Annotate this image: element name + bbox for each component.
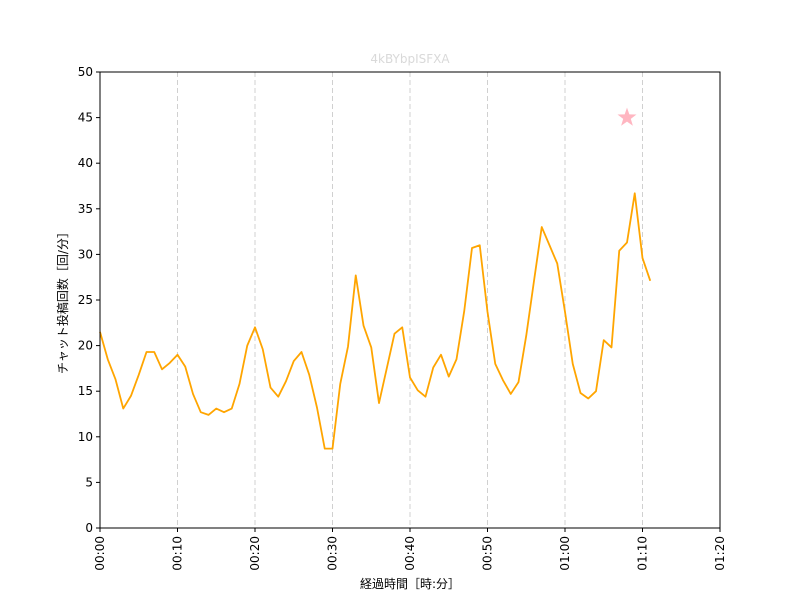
y-tick-label: 15 (78, 384, 93, 398)
plot-markers (617, 107, 637, 126)
x-tick-label: 00:00 (93, 536, 107, 571)
y-tick-label: 25 (78, 293, 93, 307)
star-marker (617, 107, 637, 126)
y-tick-label: 45 (78, 111, 93, 125)
x-tick-label: 01:20 (713, 536, 727, 571)
y-tick-label: 30 (78, 247, 93, 261)
x-axis: 00:00 00:10 00:20 00:30 00:40 00:50 01:00 01:10… (93, 528, 727, 571)
y-tick-label: 35 (78, 202, 93, 216)
y-tick-label: 0 (85, 521, 93, 535)
plot-series (99, 192, 652, 450)
chart-title: 4kBYbpISFXA (370, 52, 450, 66)
x-tick-label: 01:00 (558, 536, 572, 571)
x-tick-label: 00:40 (403, 536, 417, 571)
y-tick-label: 40 (78, 156, 93, 170)
y-axis-label: チャット投稿回数［回/分］ (55, 226, 70, 374)
grid-lines (177, 72, 643, 528)
x-tick-label: 00:20 (248, 536, 262, 571)
y-tick-label: 50 (78, 65, 93, 79)
x-tick-label: 00:30 (326, 536, 340, 571)
x-tick-label: 01:10 (636, 536, 650, 571)
y-axis: 0 5 10 15 20 25 30 35 40 45 50 (78, 65, 100, 535)
x-tick-label: 00:10 (171, 536, 185, 571)
series-line-0 (99, 192, 652, 450)
x-tick-label: 00:50 (481, 536, 495, 571)
y-tick-label: 10 (78, 430, 93, 444)
y-tick-label: 20 (78, 339, 93, 353)
y-tick-label: 5 (85, 475, 93, 489)
x-axis-label: 経過時間［時:分］ (360, 577, 460, 591)
